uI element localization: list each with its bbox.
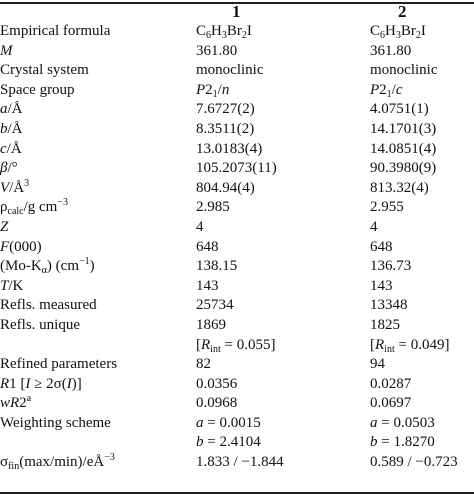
table-row: Refined parameters 82 94 [0, 355, 474, 375]
row-label: β/° [0, 160, 18, 177]
value-compound-2: 2.955 [370, 199, 404, 216]
row-label: T/K [0, 277, 24, 294]
value-compound-1: 105.2073(11) [196, 160, 277, 177]
row-label: Space group [0, 81, 75, 98]
row-label: Refined parameters [0, 356, 118, 373]
value-compound-1: 804.94(4) [196, 179, 255, 196]
value-compound-1: 13.0183(4) [196, 140, 263, 157]
table-row: Refls. unique 1869 1825 [0, 316, 474, 336]
value-compound-1: 8.3511(2) [196, 120, 255, 137]
value-compound-2: 143 [370, 277, 393, 294]
value-compound-2: 90.3980(9) [370, 160, 437, 177]
table-row: a/Å 7.6727(2) 4.0751(1) [0, 100, 474, 120]
row-label: Refls. unique [0, 316, 80, 333]
value-compound-2: P21/c [370, 81, 403, 100]
value-compound-1: C6H3Br2I [196, 23, 252, 41]
value-compound-2: C6H3Br2I [370, 23, 426, 41]
table-row: R1 [I ≥ 2σ(I)] 0.0356 0.0287 [0, 375, 474, 395]
value-compound-1: 0.0968 [196, 395, 238, 412]
value-compound-2: 813.32(4) [370, 179, 429, 196]
value-compound-1: 25734 [196, 297, 234, 314]
value-compound-2: 4.0751(1) [370, 101, 429, 118]
value-compound-1: b = 2.4104 [196, 434, 261, 451]
value-compound-2: 0.0287 [370, 375, 412, 392]
table-row: V/Å3 804.94(4) 813.32(4) [0, 177, 474, 199]
value-compound-1: 82 [196, 356, 211, 373]
table-row: (Mo-Kα) (cm−1) 138.15 136.73 [0, 257, 474, 277]
row-label: c/Å [0, 140, 22, 157]
table-row: c/Å 13.0183(4) 14.0851(4) [0, 140, 474, 160]
row-label [0, 433, 196, 453]
row-label: V/Å3 [0, 177, 30, 196]
value-compound-2: 4 [370, 218, 378, 235]
value-compound-1: 1869 [196, 316, 226, 333]
value-compound-2: 136.73 [370, 258, 412, 275]
table-row: wR2a 0.0968 0.0697 [0, 394, 474, 414]
value-compound-2: 648 [370, 238, 393, 255]
row-label: b/Å [0, 120, 23, 137]
row-label: Weighting scheme [0, 414, 111, 431]
top-rule [0, 2, 474, 4]
value-compound-1: 648 [196, 238, 219, 255]
row-label: Crystal system [0, 62, 89, 79]
table-row: T/K 143 143 [0, 277, 474, 297]
value-compound-2: 13348 [370, 297, 408, 314]
value-compound-1: 7.6727(2) [196, 101, 255, 118]
row-label: ρcalc/g cm−3 [0, 197, 68, 218]
value-compound-2: 361.80 [370, 42, 412, 59]
row-label: M [0, 42, 13, 59]
column-header-1: 1 [232, 2, 241, 21]
table-row: Weighting scheme a = 0.0015 a = 0.0503 [0, 414, 474, 434]
table-row: [Rint = 0.055] [Rint = 0.049] [0, 336, 474, 356]
value-compound-2: b = 1.8270 [370, 434, 435, 451]
table-row: b = 2.4104 b = 1.8270 [0, 433, 474, 453]
row-label: wR2a [0, 393, 32, 412]
row-label: R1 [I ≥ 2σ(I)] [0, 375, 82, 392]
table-header: 1 2 [0, 3, 474, 21]
value-compound-2: 14.0851(4) [370, 140, 437, 157]
table-row: β/° 105.2073(11) 90.3980(9) [0, 159, 474, 179]
table-row: Crystal system monoclinic monoclinic [0, 61, 474, 81]
bottom-rule [0, 492, 474, 494]
value-compound-2: 0.0697 [370, 395, 412, 412]
row-label: a/Å [0, 101, 23, 118]
value-compound-1: 143 [196, 277, 219, 294]
value-compound-1: a = 0.0015 [196, 414, 261, 431]
value-compound-2: monoclinic [370, 62, 438, 79]
table-row: M 361.80 361.80 [0, 42, 474, 62]
table-row: Refls. measured 25734 13348 [0, 296, 474, 316]
value-compound-2: 94 [370, 356, 385, 373]
value-compound-2: a = 0.0503 [370, 414, 435, 431]
row-label: Refls. measured [0, 297, 97, 314]
value-compound-1: 138.15 [196, 258, 238, 275]
column-header-2: 2 [398, 2, 407, 21]
value-compound-1: 4 [196, 218, 204, 235]
value-compound-2: 14.1701(3) [370, 120, 437, 137]
table-row: σfin(max/min)/eÅ−3 1.833 / −1.844 0.589 / … [0, 453, 474, 473]
value-compound-1: [Rint = 0.055] [196, 336, 276, 355]
row-label: F(000) [0, 238, 42, 255]
value-compound-1: 361.80 [196, 42, 238, 59]
row-label: Z [0, 218, 9, 235]
row-label: Empirical formula [0, 23, 111, 39]
value-compound-2: 0.589 / −0.723 [370, 454, 458, 471]
table-row: b/Å 8.3511(2) 14.1701(3) [0, 120, 474, 140]
table-row: Empirical formula C6H3Br2I C6H3Br2I [0, 22, 474, 42]
row-label [0, 336, 196, 356]
table-row: Space group P21/n P21/c [0, 81, 474, 101]
row-label: (Mo-Kα) (cm−1) [0, 256, 95, 277]
table-row: Z 4 4 [0, 218, 474, 238]
value-compound-1: monoclinic [196, 62, 264, 79]
value-compound-1: 1.833 / −1.844 [196, 454, 284, 471]
value-compound-1: P21/n [196, 81, 230, 100]
table-row: ρcalc/g cm−3 2.985 2.955 [0, 198, 474, 218]
row-label: σfin(max/min)/eÅ−3 [0, 452, 115, 473]
value-compound-2: 1825 [370, 316, 400, 333]
value-compound-1: 0.0356 [196, 375, 238, 392]
table-row: F(000) 648 648 [0, 238, 474, 258]
value-compound-2: [Rint = 0.049] [370, 336, 450, 355]
data-table: Empirical formula C6H3Br2I C6H3Br2I M 361.80… [0, 22, 474, 473]
value-compound-1: 2.985 [196, 199, 230, 216]
